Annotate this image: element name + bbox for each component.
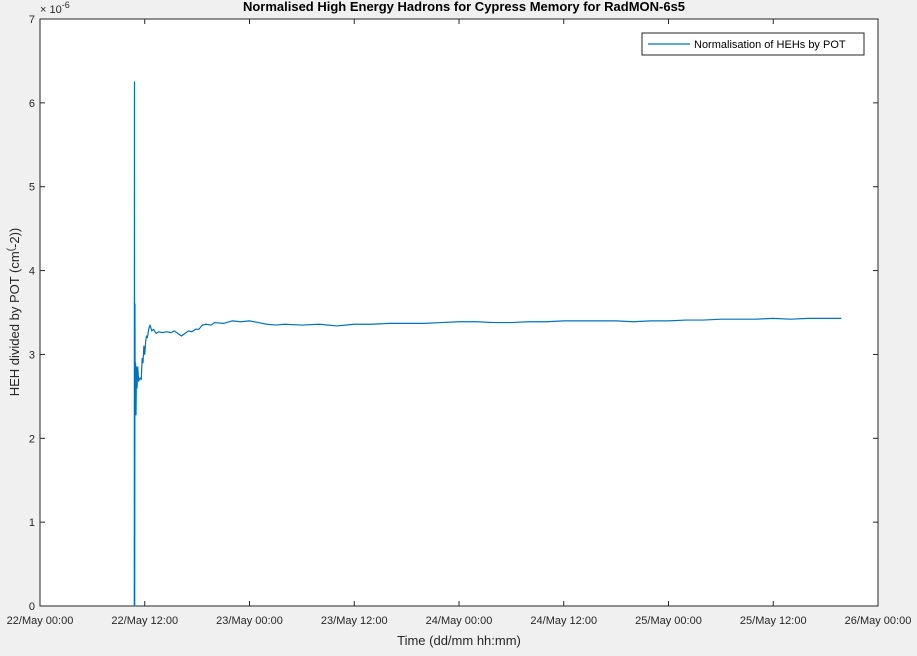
legend: Normalisation of HEHs by POT: [641, 32, 865, 56]
y-label-main: HEH divided by POT (cm: [7, 251, 22, 396]
x-tick-label: 24/May 00:00: [426, 615, 493, 627]
y-exponent-base: × 10: [40, 4, 62, 16]
y-exponent-power: -6: [62, 0, 70, 10]
x-tick-label: 22/May 00:00: [7, 615, 74, 627]
x-tick-label: 23/May 00:00: [216, 615, 283, 627]
y-tick-label: 4: [29, 266, 35, 278]
x-tick-label: 25/May 00:00: [635, 615, 702, 627]
x-tick-label: 26/May 00:00: [845, 615, 912, 627]
y-tick-label: 5: [29, 182, 35, 194]
x-axis-label: Time (dd/mm hh:mm): [397, 633, 521, 648]
chart-title: Normalised High Energy Hadrons for Cypre…: [243, 0, 685, 14]
x-axis: 22/May 00:00 22/May 12:00 23/May 00:00 23/M…: [7, 19, 912, 627]
x-tick-label: 23/May 12:00: [321, 615, 388, 627]
y-label-rest: -2)): [7, 228, 22, 248]
y-axis-exponent: × 10-6: [40, 0, 70, 16]
x-tick-label: 24/May 12:00: [530, 615, 597, 627]
legend-box: [641, 32, 865, 56]
y-tick-label: 3: [29, 349, 35, 361]
plot-area: [39, 18, 879, 607]
y-tick-label: 2: [29, 433, 35, 445]
y-tick-label: 6: [29, 98, 35, 110]
y-tick-label: 7: [29, 14, 35, 26]
y-label-sup: (: [6, 247, 17, 251]
y-axis-label: HEH divided by POT (cm(-2)): [6, 228, 22, 397]
x-tick-label: 22/May 12:00: [111, 615, 178, 627]
y-tick-label: 0: [29, 601, 35, 613]
x-tick-label: 25/May 12:00: [740, 615, 807, 627]
legend-entry: Normalisation of HEHs by POT: [694, 39, 846, 51]
y-tick-label: 1: [29, 517, 35, 529]
series-line: [133, 81, 842, 607]
y-axis: 0 1 2 3 4 5 6 7: [29, 14, 878, 613]
series-layer: [133, 81, 842, 607]
